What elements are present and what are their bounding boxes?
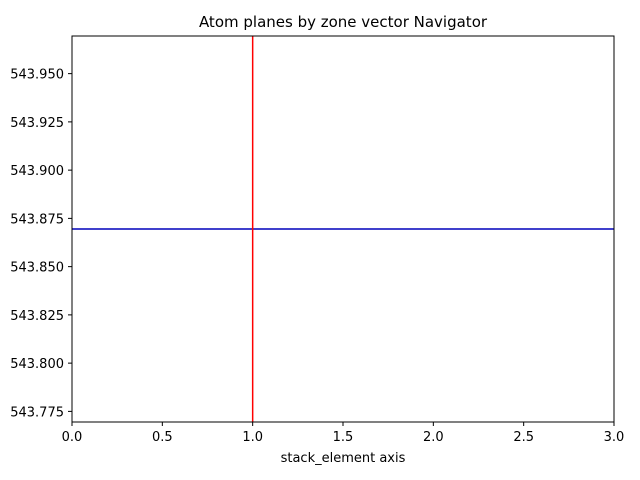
y-tick-label: 543.950	[10, 68, 64, 83]
x-tick-label: 1.5	[333, 430, 354, 445]
y-tick-label: 543.850	[10, 261, 64, 276]
y-tick-label: 543.825	[10, 309, 64, 324]
x-tick-label: 0.0	[62, 430, 83, 445]
x-tick-label: 1.0	[242, 430, 263, 445]
y-tick-label: 543.900	[10, 164, 64, 179]
x-tick-label: 2.0	[423, 430, 444, 445]
y-tick-label: 543.875	[10, 212, 64, 227]
y-tick-label: 543.775	[10, 405, 64, 420]
chart-title: Atom planes by zone vector Navigator	[199, 13, 488, 31]
x-tick-label: 0.5	[152, 430, 173, 445]
y-tick-label: 543.800	[10, 357, 64, 372]
x-axis-label: stack_element axis	[281, 451, 406, 466]
x-axis: 0.0 0.5 1.0 1.5 2.0 2.5 3.0	[62, 422, 625, 445]
y-axis: 543.775 543.800 543.825 543.850 543.875 543.9…	[10, 68, 72, 420]
y-tick-label: 543.925	[10, 116, 64, 131]
x-tick-label: 2.5	[513, 430, 534, 445]
x-tick-label: 3.0	[604, 430, 625, 445]
